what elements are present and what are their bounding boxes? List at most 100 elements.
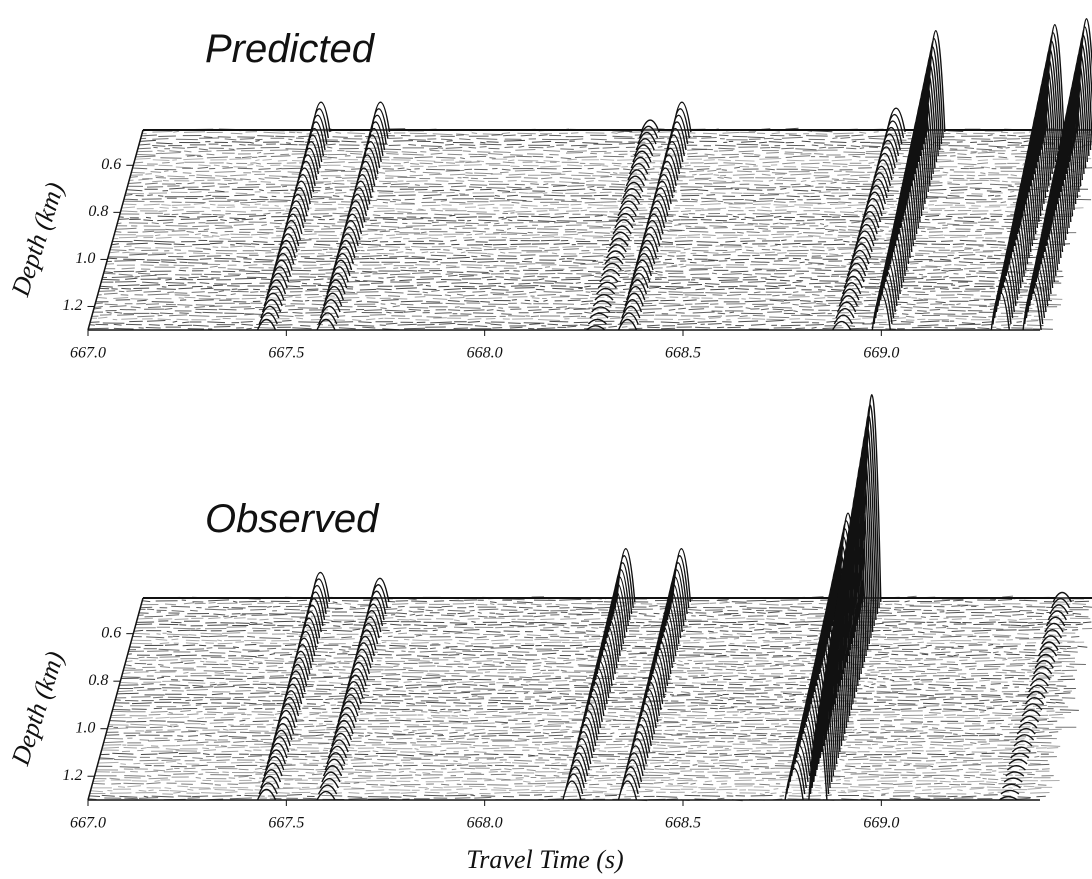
panel-title: Observed bbox=[205, 497, 380, 541]
trace-texture bbox=[128, 650, 1078, 655]
trace-texture bbox=[135, 155, 1087, 160]
trace-texture bbox=[105, 262, 1054, 268]
x-tick-label: 668.5 bbox=[665, 345, 701, 362]
trace-texture bbox=[114, 230, 1077, 235]
trace-texture bbox=[128, 178, 1083, 184]
trace-texture bbox=[91, 313, 1042, 319]
trace-texture bbox=[111, 241, 1071, 246]
trace-texture bbox=[114, 700, 1065, 706]
trace-texture bbox=[116, 223, 1067, 228]
trace-texture bbox=[109, 251, 1053, 256]
trace-texture bbox=[102, 742, 1061, 747]
trace-texture bbox=[106, 260, 1054, 265]
trace-texture bbox=[110, 244, 1057, 250]
trace-texture bbox=[127, 184, 1082, 190]
x-axis-label: Travel Time (s) bbox=[466, 845, 623, 874]
trace-texture bbox=[108, 722, 1054, 726]
y-tick-label: 0.8 bbox=[88, 672, 108, 689]
y-tick-label: 1.0 bbox=[75, 250, 95, 267]
y-tick-label: 0.6 bbox=[101, 624, 121, 641]
trace-texture bbox=[117, 220, 1066, 226]
x-tick-label: 667.0 bbox=[70, 345, 106, 362]
y-tick-label: 0.6 bbox=[101, 156, 121, 173]
trace-texture bbox=[95, 299, 1053, 304]
trace-texture bbox=[106, 730, 1059, 736]
arrival-peak bbox=[256, 101, 331, 331]
arrival-peak bbox=[990, 24, 1065, 331]
waterfall-panel: 667.0 667.5 668.0 668.5 669.0 0.6 0.8 1.0 1.2 Obs… bbox=[5, 394, 1092, 874]
trace-texture bbox=[90, 787, 1042, 793]
trace-texture bbox=[119, 682, 1067, 688]
panel-title: Predicted bbox=[205, 27, 376, 71]
trace-texture bbox=[88, 325, 1053, 331]
trace-texture bbox=[101, 277, 1059, 283]
x-tick-label: 667.0 bbox=[70, 815, 106, 832]
trace-texture bbox=[96, 296, 1063, 301]
trace-texture bbox=[94, 773, 1054, 778]
trace-texture bbox=[140, 136, 1091, 141]
trace-texture bbox=[132, 166, 1092, 171]
trace-texture bbox=[93, 775, 1051, 781]
trace-texture bbox=[114, 232, 1061, 237]
arrival-peak bbox=[832, 107, 906, 331]
trace-texture bbox=[93, 778, 1060, 784]
arrival-peak bbox=[808, 394, 882, 801]
trace-texture bbox=[129, 643, 1088, 649]
trace-texture bbox=[104, 265, 1056, 271]
x-tick-label: 667.5 bbox=[268, 345, 304, 362]
trace-texture bbox=[129, 176, 1079, 181]
trace-texture bbox=[102, 274, 1064, 279]
x-tick-label: 668.0 bbox=[467, 345, 503, 362]
y-axis bbox=[87, 597, 144, 801]
trace-texture bbox=[138, 145, 1085, 151]
trace-texture bbox=[91, 316, 1053, 322]
trace-texture bbox=[130, 640, 1085, 646]
trace-texture bbox=[92, 782, 1047, 787]
trace-texture bbox=[93, 307, 1043, 313]
y-tick-label: 1.0 bbox=[75, 719, 95, 736]
trace-texture bbox=[98, 758, 1048, 762]
y-tick-label: 1.2 bbox=[62, 767, 82, 784]
arrival-peak bbox=[316, 101, 391, 331]
trace-texture bbox=[107, 256, 1055, 262]
trace-texture bbox=[122, 202, 1075, 207]
y-tick-label: 1.2 bbox=[62, 297, 82, 314]
trace-texture bbox=[95, 301, 1062, 306]
trace-texture bbox=[100, 280, 1062, 285]
trace-texture bbox=[100, 752, 1049, 757]
trace-texture bbox=[123, 199, 1076, 204]
trace-texture bbox=[137, 148, 1085, 154]
trace-texture bbox=[98, 289, 1047, 294]
trace-texture bbox=[120, 676, 1076, 682]
trace-texture bbox=[109, 719, 1058, 724]
trace-texture bbox=[108, 253, 1056, 259]
trace-texture bbox=[128, 181, 1080, 187]
trace-texture bbox=[142, 598, 1090, 604]
waterfall-panel: 667.0 667.5 668.0 668.5 669.0 0.6 0.8 1.0 1.2 Pre… bbox=[5, 18, 1092, 362]
x-tick-label: 669.0 bbox=[863, 345, 899, 362]
trace-texture bbox=[92, 310, 1046, 316]
trace-texture bbox=[104, 269, 1063, 274]
trace-texture bbox=[89, 790, 1050, 796]
y-axis-label: Depth (km) bbox=[5, 648, 69, 770]
x-tick-label: 669.0 bbox=[863, 815, 899, 832]
trace-texture bbox=[126, 187, 1089, 193]
x-tick-label: 668.0 bbox=[467, 815, 503, 832]
trace-texture bbox=[96, 767, 1050, 772]
trace-texture bbox=[141, 133, 1092, 139]
trace-texture bbox=[112, 238, 1060, 244]
trace-texture bbox=[124, 194, 1081, 198]
trace-texture bbox=[118, 217, 1066, 223]
trace-texture bbox=[127, 652, 1071, 658]
trace-texture bbox=[113, 236, 1062, 240]
trace-texture bbox=[120, 679, 1064, 684]
trace-texture bbox=[123, 197, 1092, 202]
trace-texture bbox=[115, 226, 1063, 232]
y-tick-label: 0.8 bbox=[88, 203, 108, 220]
y-axis bbox=[87, 129, 144, 331]
arrival-peak bbox=[256, 571, 331, 801]
arrival-peak bbox=[784, 512, 858, 801]
arrival-peak bbox=[617, 101, 692, 331]
trace-texture bbox=[119, 214, 1073, 220]
